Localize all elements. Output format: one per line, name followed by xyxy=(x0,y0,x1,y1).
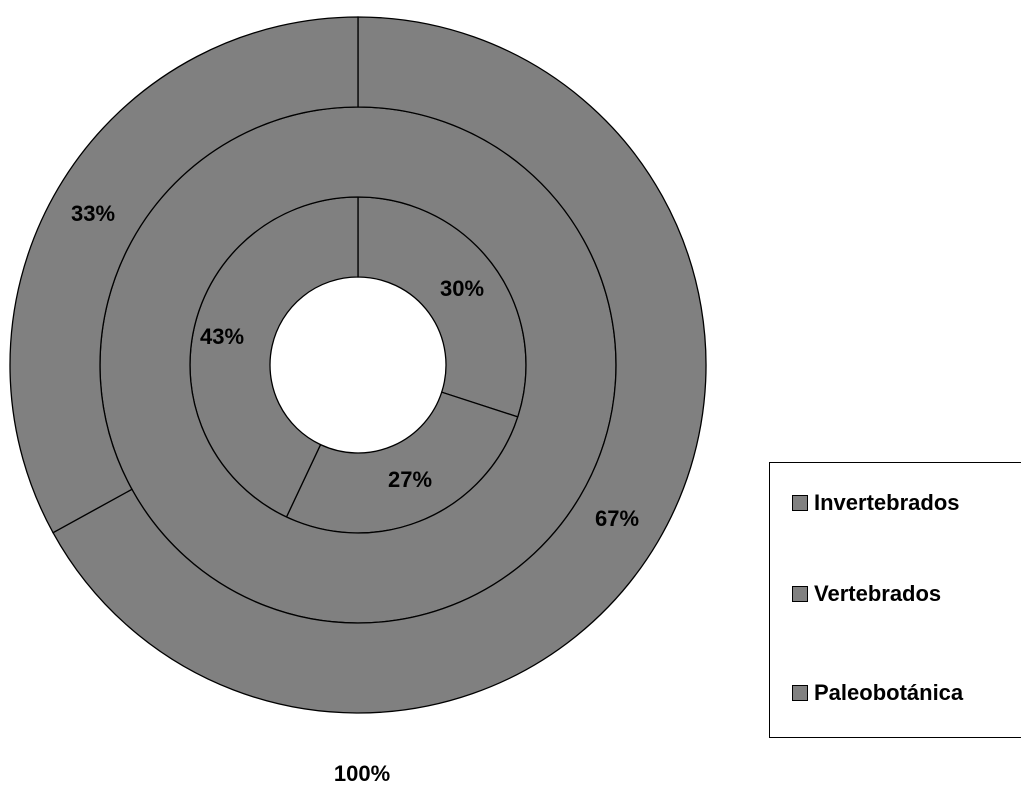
legend-label-1: Vertebrados xyxy=(814,581,942,606)
legend-swatch-1 xyxy=(792,586,808,602)
legend: Invertebrados Vertebrados Paleobotánica xyxy=(769,462,1021,738)
data-label-series2-1: 33% xyxy=(71,201,115,226)
data-label-series0-1: 27% xyxy=(388,467,432,492)
data-label-series2-0: 67% xyxy=(595,506,639,531)
data-label-series0-2: 43% xyxy=(200,324,244,349)
slice-series2-0 xyxy=(52,16,707,714)
legend-swatch-2 xyxy=(792,685,808,701)
legend-label-2: Paleobotánica xyxy=(814,680,964,705)
chart-data-labels: 30% 27% 43% 100% 67% 33% xyxy=(71,201,639,786)
legend-label-0: Invertebrados xyxy=(814,490,960,515)
slice-series2-1 xyxy=(9,16,359,534)
data-label-series0-0: 30% xyxy=(440,276,484,301)
legend-item-2: Paleobotánica xyxy=(792,680,963,706)
legend-swatch-0 xyxy=(792,495,808,511)
legend-item-1: Vertebrados xyxy=(792,581,941,607)
legend-item-0: Invertebrados xyxy=(792,490,960,516)
data-label-series1-0: 100% xyxy=(334,761,390,786)
slice-series1-0 xyxy=(99,106,617,624)
chart-slices xyxy=(9,16,707,714)
